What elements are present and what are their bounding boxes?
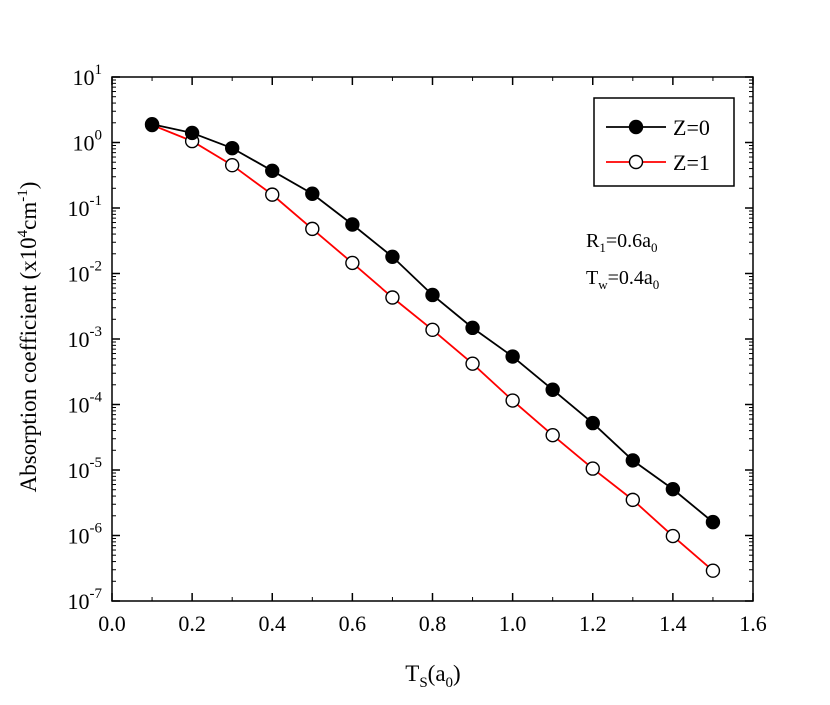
x-tick-label: 0.8 [419, 611, 447, 636]
data-point-z0 [184, 125, 200, 141]
data-point-z0 [585, 415, 600, 431]
data-point-z1 [585, 461, 600, 476]
y-tick-label: 10-2 [68, 259, 103, 287]
data-point-z0 [625, 453, 641, 468]
x-tick-label: 0.4 [259, 611, 287, 636]
data-point-z1 [345, 255, 360, 271]
y-tick-label: 10-4 [68, 390, 103, 418]
data-point-z1 [665, 528, 681, 544]
data-point-z1 [305, 221, 320, 237]
legend-label-z1: Z=1 [673, 150, 710, 175]
data-point-z0 [665, 481, 681, 497]
data-point-z1 [545, 427, 560, 443]
x-tick-label: 0.6 [339, 611, 367, 636]
data-point-z1 [505, 393, 520, 408]
x-tick-label: 1.2 [579, 611, 607, 636]
y-tick-label: 10-6 [68, 521, 103, 549]
y-axis-label: Absorption coefficient (x104cm-1) [15, 182, 41, 493]
x-tick-label: 1.6 [739, 611, 767, 636]
data-point-z0 [305, 186, 320, 201]
data-point-z1 [465, 356, 480, 371]
annotation-tw: Tw=0.4a0 [586, 267, 659, 292]
x-tick-label: 1.0 [499, 611, 527, 636]
legend: Z=0 Z=1 [593, 97, 735, 187]
data-point-z0 [265, 163, 280, 178]
legend-marker-z0 [628, 119, 644, 135]
x-tick-label: 0.0 [98, 611, 126, 636]
y-tick-label: 10-5 [68, 455, 103, 483]
data-point-z0 [224, 140, 240, 156]
data-point-z0 [385, 249, 400, 264]
data-point-z1 [265, 187, 280, 202]
y-tick-label: 10-7 [68, 586, 103, 614]
y-tick-label: 101 [73, 62, 103, 90]
data-point-z1 [625, 492, 641, 508]
data-point-z1 [425, 322, 440, 338]
data-point-z0 [345, 217, 360, 232]
x-tick-label: 1.4 [659, 611, 687, 636]
x-tick-label: 0.2 [178, 611, 206, 636]
data-point-z0 [425, 287, 440, 303]
data-point-z0 [505, 349, 520, 364]
x-axis-label: TS(a0) [405, 661, 460, 691]
data-point-z1 [705, 563, 721, 578]
data-point-z0 [705, 514, 721, 530]
data-point-z1 [224, 158, 240, 173]
y-tick-label: 100 [73, 128, 103, 156]
annotation-r1: R1=0.6a0 [586, 230, 658, 255]
y-tick-label: 10-3 [68, 324, 103, 352]
legend-marker-z1 [628, 154, 644, 170]
data-point-z0 [144, 117, 160, 132]
y-tick-label: 10-1 [68, 193, 103, 221]
legend-box [593, 97, 735, 187]
legend-label-z0: Z=0 [673, 115, 710, 140]
data-point-z0 [545, 382, 560, 397]
data-point-z1 [385, 290, 400, 305]
data-point-z0 [465, 320, 480, 336]
